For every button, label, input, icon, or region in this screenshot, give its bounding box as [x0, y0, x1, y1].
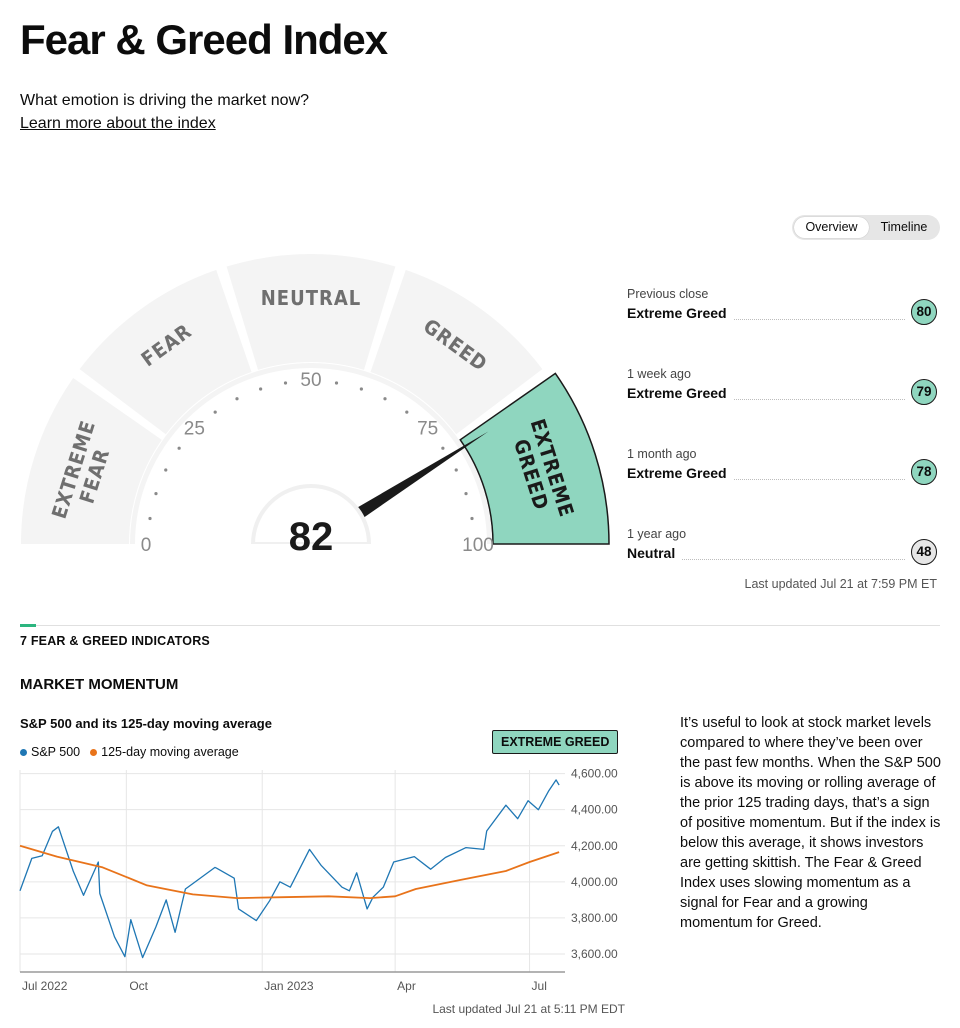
gauge-value: 82 [289, 515, 334, 559]
gauge-tick-label: 100 [462, 535, 494, 556]
gauge-tick-dot [441, 446, 445, 450]
fear-greed-gauge: EXTREMEFEARFEARNEUTRALGREEDEXTREMEGREED0… [21, 254, 610, 564]
gauge-segment-label: NEUTRAL [261, 286, 362, 310]
history-1-month-ago: 1 month ago Extreme Greed 78 [627, 447, 937, 507]
history-status: Neutral [627, 545, 682, 561]
x-tick-label: Jan 2023 [264, 979, 314, 993]
gauge-inner-bg [131, 364, 491, 544]
legend-label: 125-day moving average [101, 745, 239, 759]
gauge-tick-dot [334, 381, 339, 385]
history-status: Extreme Greed [627, 385, 733, 401]
history-previous-close: Previous close Extreme Greed 80 [627, 287, 937, 347]
y-tick-label: 4,600.00 [571, 767, 618, 781]
section-divider-accent [20, 624, 36, 627]
legend-dot-sp500 [20, 748, 27, 756]
history-status: Extreme Greed [627, 465, 733, 481]
learn-more-link[interactable]: Learn more about the index [20, 115, 216, 132]
gauge-tick-label: 75 [417, 418, 438, 439]
gauge-tick-dot [164, 468, 168, 472]
gauge-tick-dot [383, 397, 387, 401]
legend-item-sp500: S&P 500 [20, 745, 80, 759]
indicator-description: It’s useful to look at stock market leve… [680, 715, 941, 931]
gauge-segment-extreme-fear [21, 377, 162, 544]
chart-last-updated: Last updated Jul 21 at 5:11 PM EDT [432, 1002, 625, 1016]
history-score-badge: 80 [911, 299, 937, 325]
history-1-week-ago: 1 week ago Extreme Greed 79 [627, 367, 937, 427]
gauge-tick-label: 0 [141, 535, 152, 556]
gauge-tick-dot [405, 410, 409, 414]
x-tick-label: Jul [532, 979, 547, 993]
chart-title: S&P 500 and its 125-day moving average [20, 716, 272, 731]
legend-dot-moving-average [90, 748, 98, 756]
gauge-tick-dot [470, 516, 474, 521]
dotted-leader [627, 399, 905, 400]
page-title: Fear & Greed Index [20, 16, 388, 63]
legend-label: S&P 500 [31, 745, 81, 759]
gauge-hub [250, 484, 372, 546]
gauge-tick-dot [359, 387, 363, 391]
gauge-tick-dot [259, 387, 263, 391]
history-label: 1 year ago [627, 527, 687, 541]
gauge-segment-greed [370, 269, 543, 435]
gauge-hub-base [249, 544, 373, 564]
market-momentum-heading: MARKET MOMENTUM [20, 676, 179, 693]
history-1-year-ago: 1 year ago Neutral 48 [627, 527, 937, 587]
gauge-tick-dot [235, 397, 239, 401]
legend-item-moving-average: 125-day moving average [90, 745, 239, 759]
gauge-tick-dot [454, 468, 458, 472]
history-score-badge: 78 [911, 459, 937, 485]
history-score-badge: 79 [911, 379, 937, 405]
page-subtitle: What emotion is driving the market now? [20, 92, 310, 109]
last-updated: Last updated Jul 21 at 7:59 PM ET [744, 577, 937, 591]
history-label: 1 month ago [627, 447, 697, 461]
gauge-tick-dot [213, 410, 217, 414]
gauge-segment-extreme-greed [459, 372, 610, 545]
tab-overview[interactable]: Overview [794, 217, 869, 238]
x-tick-label: Jul 2022 [22, 979, 68, 993]
history-score-badge: 48 [911, 539, 937, 565]
section-divider [20, 625, 940, 626]
gauge-tick-label: 25 [184, 418, 205, 439]
history-label: Previous close [627, 287, 709, 301]
gauge-tick-label: 50 [300, 370, 321, 391]
gauge-tick-dot [283, 381, 288, 385]
sp500-line [19, 779, 560, 959]
view-toggle: Overview Timeline [792, 215, 940, 240]
gauge-tick-dot [148, 516, 152, 521]
y-tick-label: 3,600.00 [571, 947, 618, 961]
indicators-heading: 7 FEAR & GREED INDICATORS [20, 634, 210, 648]
tab-timeline[interactable]: Timeline [880, 220, 928, 234]
gauge-needle [356, 431, 489, 518]
gauge-tick-dot [177, 446, 181, 450]
gauge-segment-fear [79, 269, 252, 435]
y-tick-label: 4,000.00 [571, 875, 618, 889]
dotted-leader [627, 559, 905, 560]
chart-legend: S&P 500 125-day moving average [20, 745, 239, 759]
x-tick-label: Apr [397, 979, 416, 993]
dotted-leader [627, 479, 905, 480]
x-tick-label: Oct [129, 979, 148, 993]
gauge-tick-dot [464, 492, 468, 496]
gauge-segment-neutral [226, 254, 396, 370]
history-label: 1 week ago [627, 367, 691, 381]
y-tick-label: 4,400.00 [571, 803, 618, 817]
market-momentum-chart: 4,600.00 4,400.00 4,200.00 4,000.00 3,800.00… [19, 767, 618, 993]
dotted-leader [627, 319, 905, 320]
rating-badge: EXTREME GREED [492, 730, 619, 754]
y-tick-label: 4,200.00 [571, 839, 618, 853]
gauge-tick-dot [154, 492, 158, 496]
history-status: Extreme Greed [627, 305, 733, 321]
y-tick-label: 3,800.00 [571, 911, 618, 925]
moving-average-line [19, 844, 560, 899]
